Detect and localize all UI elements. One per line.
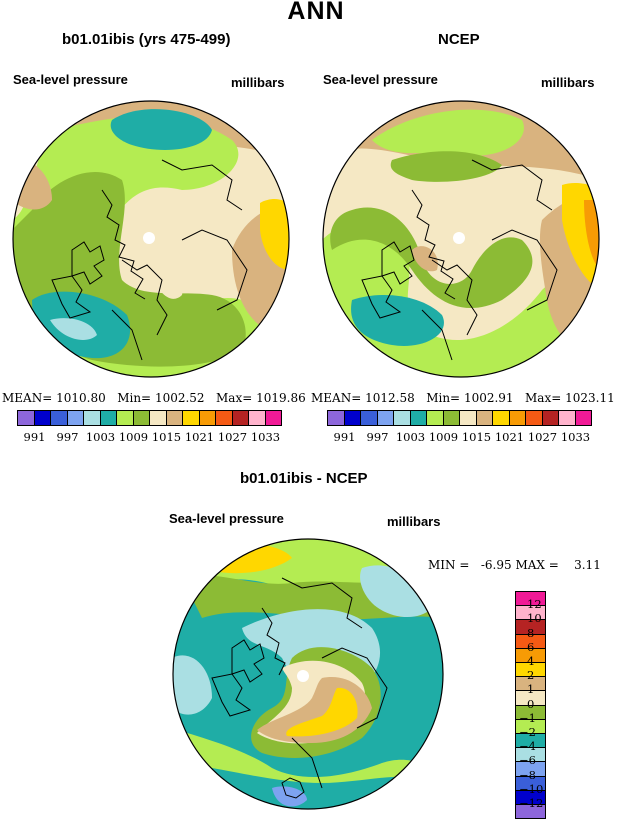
colorbar-swatch (393, 410, 411, 426)
pole-marker (143, 232, 155, 244)
colorbar-swatch (17, 410, 35, 426)
pole-marker (297, 670, 309, 682)
colorbar-swatch (442, 410, 460, 426)
diff-colorbar-label: −8 (519, 767, 536, 782)
colorbar-tick-label: 1027 (217, 430, 248, 444)
diff-colorbar-label: 10 (527, 611, 542, 626)
colorbar-tick-label: 1015 (151, 430, 182, 444)
diff-colorbar-label: 6 (527, 639, 535, 654)
panel-1-heading: b01.01ibis (yrs 475-499) (62, 31, 231, 48)
colorbar-swatch (116, 410, 134, 426)
map-region-fill (110, 109, 212, 150)
colorbar-tick-label: 997 (366, 430, 389, 444)
map-region-fill (372, 109, 524, 156)
colorbar-tick-label: 1033 (560, 430, 591, 444)
colorbar-tick-label: 1027 (527, 430, 558, 444)
diff-heading: b01.01ibis - NCEP (240, 470, 368, 487)
diff-colorbar-label: −10 (519, 781, 544, 796)
colorbar-swatch (525, 410, 543, 426)
colorbar-swatch (492, 410, 510, 426)
pole-marker (453, 232, 465, 244)
diff-colorbar-label: −6 (519, 753, 536, 768)
colorbar-tick-label: 1033 (250, 430, 281, 444)
colorbar-swatch (459, 410, 477, 426)
colorbar-swatch (475, 410, 493, 426)
colorbar-tick-label: 997 (56, 430, 79, 444)
panel-1-stats: MEAN= 1010.80 Min= 1002.52 Max= 1019.86 (2, 391, 306, 405)
map-region-fill (584, 200, 599, 270)
diff-colorbar-label: −4 (519, 739, 536, 754)
colorbar-swatch (376, 410, 394, 426)
colorbar-tick-label: 1021 (494, 430, 525, 444)
diff-colorbar-label: 12 (527, 597, 542, 612)
colorbar-tick-label: 1003 (85, 430, 116, 444)
main-title: ANN (287, 0, 345, 25)
panel-2-stats: MEAN= 1012.58 Min= 1002.91 Max= 1023.11 (311, 391, 615, 405)
colorbar-tick-label: 1015 (461, 430, 492, 444)
diff-colorbar-label: 4 (527, 654, 535, 668)
colorbar-tick-label: 1009 (428, 430, 459, 444)
diff-colorbar-label: −2 (519, 725, 536, 739)
panel-2-field: Sea-level pressure (323, 72, 438, 87)
colorbar-swatch (149, 410, 167, 426)
panel-2-colorbar (327, 410, 592, 426)
colorbar-swatch (132, 410, 150, 426)
map-region-fill (330, 207, 533, 309)
diff-units: millibars (387, 514, 441, 529)
colorbar-swatch (182, 410, 200, 426)
diff-min-max: MIN = -6.95 MAX = 3.11 (428, 558, 601, 572)
diff-colorbar-label: 8 (527, 625, 535, 640)
panel-2-units: millibars (541, 75, 595, 90)
colorbar-tick-label: 1009 (118, 430, 149, 444)
diff-field: Sea-level pressure (169, 511, 284, 526)
map-region-fill (360, 565, 432, 618)
panel-1-colorbar (17, 410, 282, 426)
diff-colorbar-label: 2 (527, 668, 535, 683)
colorbar-swatch (327, 410, 345, 426)
colorbar-swatch (231, 410, 249, 426)
colorbar-swatch (264, 410, 282, 426)
colorbar-swatch (165, 410, 183, 426)
colorbar-swatch (426, 410, 444, 426)
diff-colorbar-label: 0 (527, 696, 535, 711)
map-region-fill (50, 318, 97, 340)
colorbar-swatch (360, 410, 378, 426)
diff-colorbar-label: 1 (527, 682, 535, 697)
difference-slp-map (172, 538, 444, 810)
colorbar-tick-label: 991 (333, 430, 356, 444)
colorbar-swatch (508, 410, 526, 426)
map-region-fill (173, 655, 212, 715)
panel-1-field: Sea-level pressure (13, 72, 128, 87)
colorbar-swatch (558, 410, 576, 426)
panel-1-units: millibars (231, 75, 285, 90)
diff-colorbar-label: −1 (519, 710, 536, 725)
colorbar-swatch (215, 410, 233, 426)
colorbar-swatch (66, 410, 84, 426)
map-region-fill (260, 199, 289, 270)
diff-colorbar-label: −12 (519, 796, 544, 810)
colorbar-swatch (409, 410, 427, 426)
colorbar-swatch (83, 410, 101, 426)
colorbar-swatch (33, 410, 51, 426)
map-region-fill (286, 687, 358, 737)
ncep-slp-map (322, 100, 600, 378)
map-region-fill (390, 151, 502, 182)
colorbar-tick-label: 1003 (395, 430, 426, 444)
map-region-fill (152, 266, 183, 299)
colorbar-swatch (198, 410, 216, 426)
colorbar-swatch (343, 410, 361, 426)
colorbar-swatch (248, 410, 266, 426)
colorbar-swatch (574, 410, 592, 426)
colorbar-tick-label: 991 (23, 430, 46, 444)
colorbar-swatch (50, 410, 68, 426)
colorbar-swatch (541, 410, 559, 426)
model-slp-map (12, 100, 290, 378)
colorbar-swatch (99, 410, 117, 426)
colorbar-tick-label: 1021 (184, 430, 215, 444)
panel-2-heading: NCEP (438, 31, 480, 48)
